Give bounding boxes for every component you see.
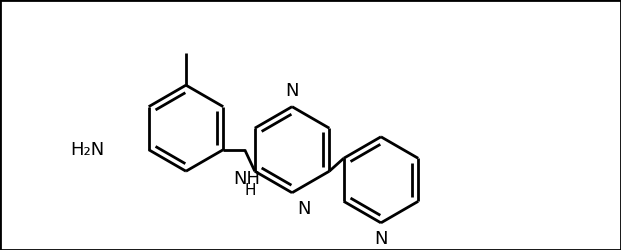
- Text: H₂N: H₂N: [70, 141, 104, 159]
- Text: H: H: [245, 182, 256, 198]
- Text: N: N: [297, 200, 311, 218]
- Text: N: N: [374, 230, 388, 248]
- Text: NH: NH: [233, 170, 260, 188]
- Text: N: N: [285, 82, 299, 100]
